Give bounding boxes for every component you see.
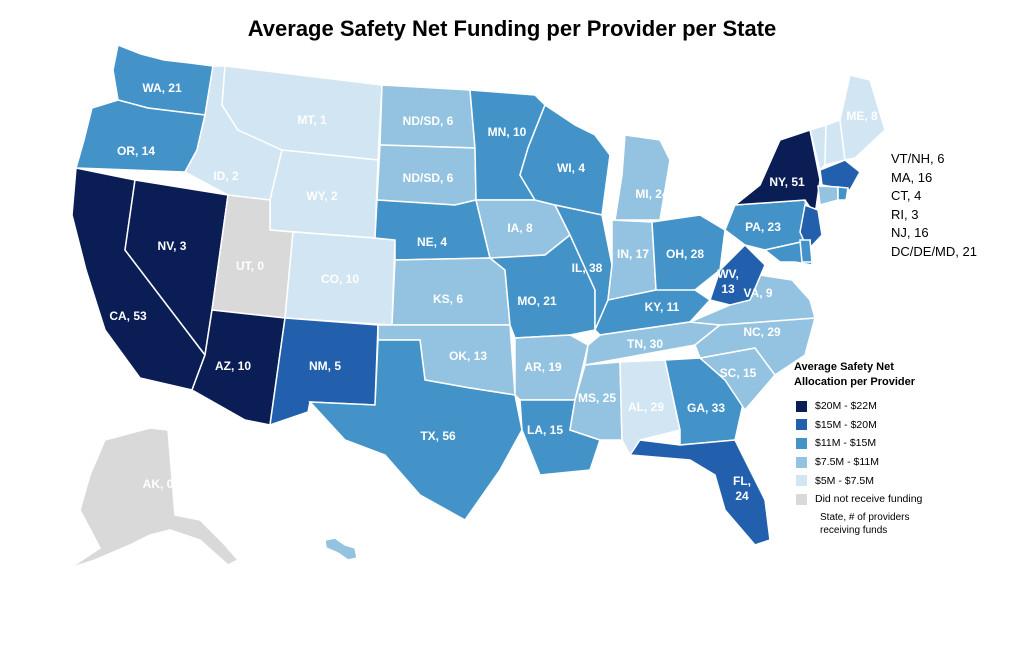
state-NJ bbox=[799, 203, 823, 252]
state-RI bbox=[837, 186, 849, 201]
label-WV: WV, 13 bbox=[717, 267, 739, 296]
legend-item-tier2: $15M - $20M bbox=[796, 416, 922, 435]
small-state-nj: NJ, 16 bbox=[891, 225, 929, 241]
legend-swatch bbox=[796, 419, 807, 431]
small-state-vt-nh: VT/NH, 6 bbox=[891, 151, 945, 166]
legend-label: $5M - $7.5M bbox=[815, 474, 874, 487]
label-MN: MN, 10 bbox=[488, 125, 527, 139]
label-MT: MT, 1 bbox=[297, 113, 327, 127]
label-AR: AR, 19 bbox=[524, 360, 562, 374]
label-KY: KY, 11 bbox=[645, 300, 680, 314]
label-OH: OH, 28 bbox=[666, 247, 704, 261]
label-PA: PA, 23 bbox=[745, 220, 781, 234]
state-MI bbox=[614, 134, 671, 221]
state-NY bbox=[732, 129, 821, 218]
legend-note: State, # of providers receiving funds bbox=[820, 511, 930, 537]
legend: $20M - $22M $15M - $20M $11M - $15M $7.5… bbox=[796, 397, 922, 509]
label-CA: CA, 53 bbox=[109, 309, 147, 323]
label-MS: MS, 25 bbox=[578, 391, 616, 405]
state-HI bbox=[324, 537, 358, 561]
legend-label: $11M - $15M bbox=[815, 437, 877, 450]
label-WY: WY, 2 bbox=[306, 189, 338, 203]
label-TX: TX, 56 bbox=[420, 429, 456, 443]
label-LA: LA, 15 bbox=[527, 423, 563, 437]
legend-title: Average Safety Net Allocation per Provid… bbox=[794, 360, 915, 390]
label-UT: UT, 0 bbox=[236, 259, 264, 273]
label-NE: NE, 4 bbox=[417, 235, 447, 249]
legend-label: $20M - $22M bbox=[815, 400, 877, 413]
state-VA bbox=[689, 274, 816, 326]
state-DE bbox=[799, 239, 813, 263]
label-KS: KS, 6 bbox=[433, 292, 463, 306]
small-states-list: VT/NH, 6 MA, 16 CT, 4 RI, 3 NJ, 16 DC/DE… bbox=[891, 150, 977, 262]
legend-item-tier3: $11M - $15M bbox=[796, 434, 922, 453]
small-state-ma: MA, 16 bbox=[891, 169, 933, 185]
legend-item-tier5: $5M - $7.5M bbox=[796, 471, 922, 490]
label-ID: ID, 2 bbox=[213, 169, 239, 183]
legend-swatch bbox=[796, 400, 807, 412]
label-AK: AK, 0 bbox=[143, 477, 174, 491]
label-NY: NY, 51 bbox=[769, 175, 805, 189]
state-TX bbox=[308, 339, 523, 521]
legend-swatch bbox=[796, 475, 807, 487]
legend-item-tier1: $20M - $22M bbox=[796, 397, 922, 416]
legend-label: $7.5M - $11M bbox=[815, 456, 879, 469]
legend-title-line2: Allocation per Provider bbox=[794, 376, 916, 388]
label-OR: OR, 14 bbox=[117, 144, 155, 158]
small-state-ri: RI, 3 bbox=[891, 206, 919, 222]
legend-swatch bbox=[796, 437, 807, 449]
label-VA: VA, 9 bbox=[743, 286, 772, 300]
label-MO: MO, 21 bbox=[517, 294, 557, 308]
legend-item-none: Did not receive funding bbox=[796, 490, 922, 509]
label-NM: NM, 5 bbox=[309, 359, 341, 373]
label-CO: CO, 10 bbox=[321, 272, 359, 286]
legend-label: $15M - $20M bbox=[815, 418, 877, 431]
small-state-ct: CT, 4 bbox=[891, 188, 922, 204]
label-TN: TN, 30 bbox=[627, 337, 663, 351]
label-ME: ME, 8 bbox=[846, 109, 878, 123]
legend-swatch bbox=[796, 493, 807, 505]
label-AL: AL, 29 bbox=[628, 400, 664, 414]
state-labels-layer: WA, 21 OR, 14 CA, 53 NV, 3 ID, 2 MT, 1 W… bbox=[109, 81, 878, 503]
label-SD: ND/SD, 6 bbox=[403, 171, 454, 185]
state-FL bbox=[628, 439, 771, 546]
legend-swatch bbox=[796, 456, 807, 468]
map-title: Average Safety Net Funding per Provider … bbox=[247, 16, 777, 41]
label-SC: SC, 15 bbox=[720, 366, 757, 380]
state-MO bbox=[487, 233, 596, 339]
label-WA: WA, 21 bbox=[142, 81, 182, 95]
label-GA: GA, 33 bbox=[687, 401, 725, 415]
label-NC: NC, 29 bbox=[743, 325, 781, 339]
label-IL: IL, 38 bbox=[572, 261, 603, 275]
legend-item-tier4: $7.5M - $11M bbox=[796, 453, 922, 472]
legend-note-line2: receiving funds bbox=[820, 525, 888, 536]
label-ND: ND/SD, 6 bbox=[403, 114, 454, 128]
label-IN: IN, 17 bbox=[617, 247, 649, 261]
state-MA bbox=[819, 159, 861, 191]
legend-title-line1: Average Safety Net bbox=[794, 361, 894, 373]
legend-label: Did not receive funding bbox=[815, 493, 923, 506]
legend-note-line1: State, # of providers bbox=[820, 512, 910, 523]
label-IA: IA, 8 bbox=[507, 221, 533, 235]
state-AK bbox=[69, 427, 240, 569]
label-MI: MI, 24 bbox=[635, 187, 669, 201]
label-OK: OK, 13 bbox=[449, 349, 487, 363]
label-NV: NV, 3 bbox=[158, 239, 187, 253]
state-CT bbox=[817, 185, 839, 206]
label-WI: WI, 4 bbox=[557, 161, 585, 175]
label-AZ: AZ, 10 bbox=[215, 359, 251, 373]
small-state-dc-de-md: DC/DE/MD, 21 bbox=[891, 243, 977, 259]
label-FL: FL, 24 bbox=[733, 474, 751, 503]
states-layer bbox=[69, 43, 886, 569]
